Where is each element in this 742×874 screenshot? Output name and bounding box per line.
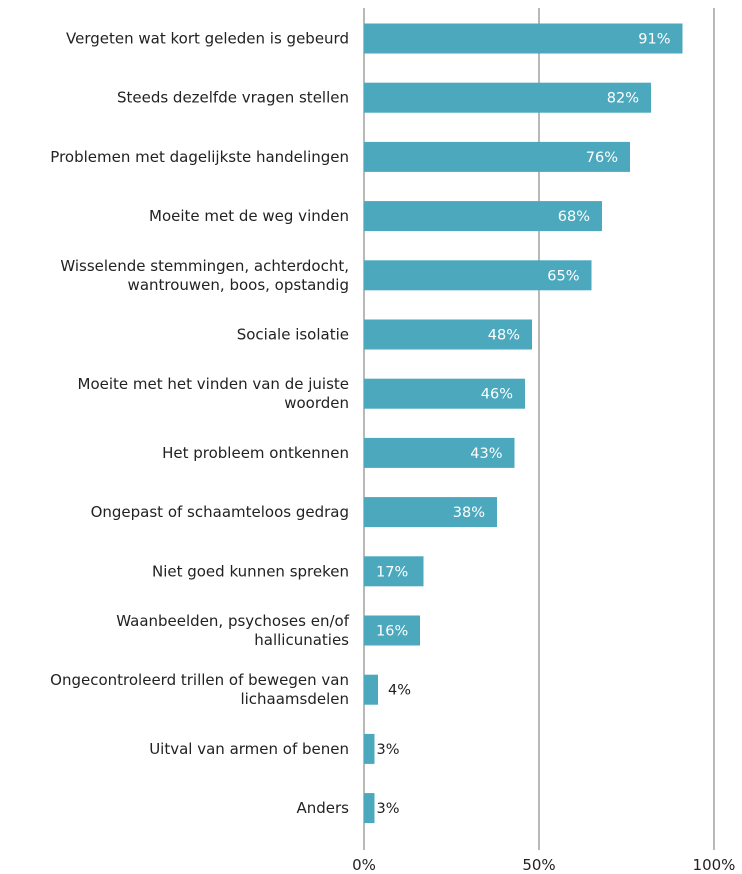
data-label: 82% <box>607 91 639 107</box>
data-label: 76% <box>586 150 618 166</box>
data-label: 48% <box>488 328 520 344</box>
data-label: 16% <box>376 624 408 640</box>
bars-group <box>364 23 683 824</box>
category-label: Anders <box>297 799 350 817</box>
category-label: Problemen met dagelijkste handelingen <box>50 148 349 166</box>
data-label: 3% <box>377 801 400 817</box>
bar <box>364 378 525 409</box>
bar <box>364 793 375 824</box>
x-tick-label: 100% <box>693 856 736 874</box>
category-label: Moeite met de weg vinden <box>149 207 349 225</box>
category-label: Wisselende stemmingen, achterdocht, wantr… <box>60 257 349 294</box>
category-label: Het probleem ontkennen <box>162 444 349 462</box>
bar <box>364 141 630 172</box>
category-label: Steeds dezelfde vragen stellen <box>117 89 349 107</box>
x-axis-tick-labels: 0% 50% 100% <box>352 856 735 874</box>
data-label: 68% <box>558 209 590 225</box>
category-label: Niet goed kunnen spreken <box>152 562 349 580</box>
category-labels: Vergeten wat kort geleden is gebeurd Stee… <box>50 30 350 818</box>
category-label: Vergeten wat kort geleden is gebeurd <box>66 30 349 48</box>
data-label: 43% <box>470 446 502 462</box>
bar <box>364 319 532 350</box>
bar <box>364 82 651 113</box>
data-label: 65% <box>547 268 579 284</box>
x-tick-label: 0% <box>352 856 376 874</box>
bar <box>364 556 424 587</box>
bar <box>364 23 683 54</box>
gridlines <box>363 8 715 850</box>
data-label: 17% <box>376 564 408 580</box>
data-label: 4% <box>388 683 411 699</box>
value-labels: 91% 82% 76% 68% 65% 48% 46% 43% 38% 17% 16% 4% 3% 3% <box>376 32 671 818</box>
bar <box>364 201 602 232</box>
data-label: 91% <box>638 32 670 48</box>
bar <box>364 260 592 291</box>
x-tick-label: 50% <box>522 856 555 874</box>
category-label: Ongepast of schaamteloos gedrag <box>91 503 349 521</box>
category-label: Waanbeelden, psychoses en/of hallicunatie… <box>116 612 349 649</box>
category-label: Moeite met het vinden van de juiste woord… <box>78 375 349 412</box>
bar <box>364 674 378 705</box>
bar <box>364 437 515 468</box>
bar <box>364 497 497 528</box>
bar <box>364 615 420 646</box>
data-label: 46% <box>481 387 513 403</box>
category-label: Uitval van armen of benen <box>149 740 349 758</box>
data-label: 38% <box>453 505 485 521</box>
bar <box>364 733 375 764</box>
category-label: Sociale isolatie <box>237 326 349 344</box>
data-label: 3% <box>377 742 400 758</box>
category-label: Ongecontroleerd trillen of bewegen van li… <box>50 671 349 708</box>
